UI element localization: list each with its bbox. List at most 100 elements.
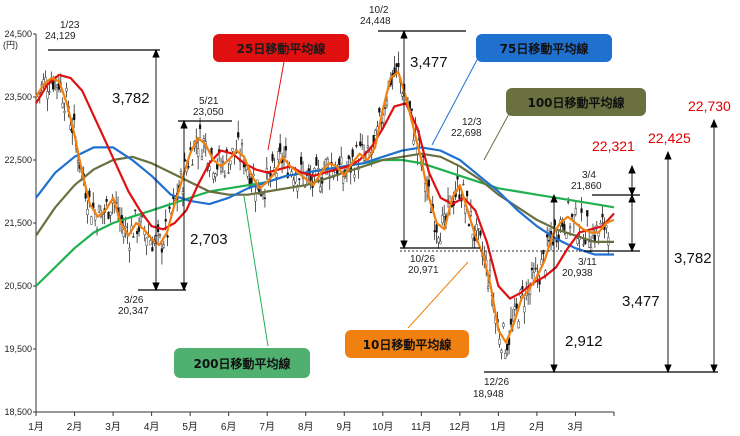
candle-body xyxy=(563,224,566,231)
x-tick-label: 3月 xyxy=(105,421,121,433)
arrow-head-c-top xyxy=(400,29,408,39)
legend-ma10-box xyxy=(345,330,469,358)
candle-body xyxy=(223,175,226,177)
candle-body xyxy=(385,100,389,106)
candle-body xyxy=(568,226,572,229)
x-tick-label: 4月 xyxy=(144,421,160,433)
candle-body xyxy=(506,343,509,351)
candle-body xyxy=(429,211,432,214)
candle-body xyxy=(48,91,51,93)
legend-ma25-box xyxy=(213,34,349,62)
y-tick-label: 22,500 xyxy=(4,155,32,165)
legend-ma75: 75日移動平均線 xyxy=(476,34,612,62)
candle-body xyxy=(475,224,478,232)
y-tick-label: 24,500 xyxy=(4,29,32,39)
candle-body xyxy=(279,143,282,152)
legend-ma10-label: 10日移動平均線 xyxy=(363,337,452,352)
candle-body xyxy=(168,206,171,209)
candle-body xyxy=(69,124,72,130)
candle-body xyxy=(382,114,385,123)
candle-body xyxy=(509,318,513,325)
candle-body xyxy=(265,168,268,172)
candle-body xyxy=(124,226,127,229)
candle-body xyxy=(486,286,490,289)
candle-body xyxy=(523,306,526,313)
ann-peak-dec-date: 12/3 xyxy=(462,117,482,128)
ann-peak-oct-value: 24,448 xyxy=(360,16,391,27)
candle-body xyxy=(433,230,436,232)
candle-body xyxy=(378,107,381,113)
legend-ma75-box xyxy=(476,34,612,62)
candle-body xyxy=(397,62,400,68)
candle-body xyxy=(76,160,80,163)
candle-body xyxy=(263,197,267,199)
arrow-head-s-top xyxy=(628,193,636,203)
arrow-head-d-bot xyxy=(550,364,558,374)
legend-ma200-label: 200日移動平均線 xyxy=(193,356,290,371)
candle-body xyxy=(477,228,480,230)
candle-body xyxy=(340,156,343,165)
candle-body xyxy=(488,270,492,276)
range-label-c: 3,477 xyxy=(410,54,448,71)
candle-body xyxy=(521,286,524,290)
candle-body xyxy=(443,213,446,217)
candle-body xyxy=(200,156,204,160)
candle-body xyxy=(132,236,135,238)
candle-body xyxy=(351,149,354,157)
range-label-a: 3,782 xyxy=(112,90,150,107)
candle-body xyxy=(294,175,297,183)
leader-ma25 xyxy=(267,61,285,151)
target-label-2: 22,425 xyxy=(648,130,691,146)
ann-peak-jan-date: 1/23 xyxy=(60,20,80,31)
candle-body xyxy=(198,124,202,129)
candle-body xyxy=(52,81,55,90)
y-tick-label: 18,500 xyxy=(4,407,32,417)
legend-ma75-label: 75日移動平均線 xyxy=(500,41,589,56)
candle-body xyxy=(502,323,505,327)
candle-body xyxy=(605,225,608,229)
candle-body xyxy=(300,156,303,165)
x-tick-label: 5月 xyxy=(182,421,198,433)
legend-ma100-label: 100日移動平均線 xyxy=(527,95,624,110)
candle-body xyxy=(214,173,217,177)
range-arrows xyxy=(152,29,718,374)
candle-body xyxy=(586,210,589,217)
arrow-head-t1-top xyxy=(628,164,636,174)
arrow-head-s-bot xyxy=(628,243,636,253)
candle-body xyxy=(149,240,152,246)
candle-body xyxy=(567,201,570,203)
candle-body xyxy=(324,159,328,166)
ma10-line xyxy=(35,70,615,344)
candle-body xyxy=(128,247,131,251)
ann-low-oct-value: 20,971 xyxy=(408,265,439,276)
ann-peak-may-value: 23,050 xyxy=(193,107,224,118)
candle-body xyxy=(164,219,167,222)
candle-body xyxy=(229,160,232,165)
leader-ma100 xyxy=(483,111,511,161)
candle-body xyxy=(589,247,593,252)
candle-body xyxy=(580,208,583,213)
legend-ma100: 100日移動平均線 xyxy=(506,88,646,116)
candle-body xyxy=(219,167,223,172)
x-tick-label: 2月 xyxy=(529,421,545,433)
candle-body xyxy=(277,151,280,160)
candle-body xyxy=(202,138,205,142)
candle-body xyxy=(498,338,501,345)
arrow-head-t1-bot xyxy=(628,187,636,197)
candle-body xyxy=(427,179,431,187)
candle-body xyxy=(441,215,444,223)
candle-body xyxy=(546,234,549,238)
candle-body xyxy=(136,230,139,234)
candle-body xyxy=(259,194,263,196)
ann-low-mar2-date: 3/11 xyxy=(578,257,597,268)
candle-body xyxy=(588,241,591,248)
candle-body xyxy=(221,160,225,163)
arrow-head-c-bot xyxy=(400,240,408,250)
candle-body xyxy=(582,244,585,246)
candle-body xyxy=(315,157,318,166)
arrow-head-b-top xyxy=(180,119,188,129)
candle-body xyxy=(412,139,415,145)
candle-body xyxy=(467,224,471,227)
candle-body xyxy=(601,213,604,218)
